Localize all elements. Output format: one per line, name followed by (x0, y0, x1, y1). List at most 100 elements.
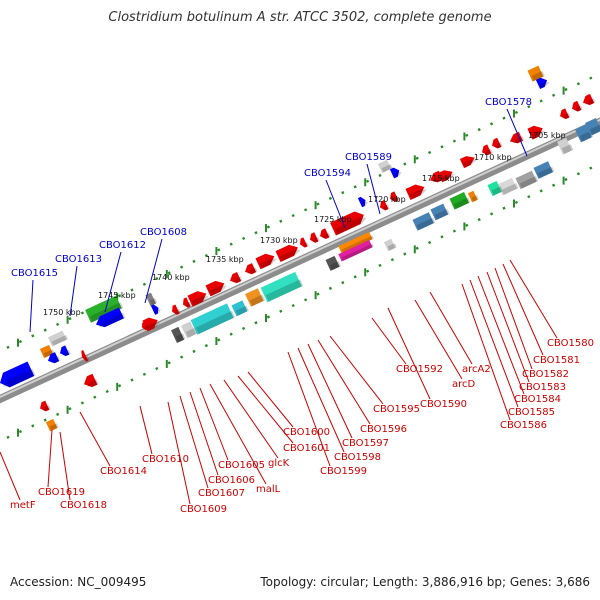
gene-label-cbo1613[interactable]: CBO1613 (55, 254, 102, 265)
forward-gene (172, 304, 181, 315)
gene-label-cbo1589[interactable]: CBO1589 (345, 152, 392, 163)
gene-feature (497, 177, 519, 196)
gene-label-cbo1586[interactable]: CBO1586 (500, 420, 547, 431)
gene-label-cbo1596[interactable]: CBO1596 (360, 424, 407, 435)
scale-label: 1710 kbp (474, 153, 512, 162)
gene-label-cbo1599[interactable]: CBO1599 (320, 466, 367, 477)
lower-label-leader (237, 375, 294, 444)
scale-label: 1730 kbp (260, 236, 298, 245)
upper-tick-row-dot (452, 139, 456, 143)
lower-tick-row-dot (589, 166, 593, 170)
gene-label-arca2[interactable]: arcA2 (462, 364, 491, 375)
forward-gene (560, 108, 571, 120)
lower-label-leader (209, 383, 267, 485)
gene-label-cbo1612[interactable]: CBO1612 (99, 240, 146, 251)
upper-tick-row-dot (304, 208, 308, 212)
lower-tick-row-dot (576, 172, 580, 176)
gene-label-cbo1578[interactable]: CBO1578 (485, 97, 532, 108)
lower-label-leader (477, 275, 525, 395)
lower-tick-row-dot (254, 321, 258, 325)
gene-label-mall[interactable]: malL (256, 484, 281, 495)
gene-label-cbo1582[interactable]: CBO1582 (522, 369, 569, 380)
upper-label-leader (29, 279, 34, 333)
gene-label-cbo1608[interactable]: CBO1608 (140, 227, 187, 238)
upper-tick-row-dot (502, 116, 506, 120)
upper-tick-row-dot (477, 128, 481, 132)
scale-label: 1725 kbp (314, 215, 352, 224)
gene-label-cbo1609[interactable]: CBO1609 (180, 504, 227, 515)
gene-label-cbo1583[interactable]: CBO1583 (519, 382, 566, 393)
upper-label-leader (69, 265, 78, 317)
gene-label-cbo1615[interactable]: CBO1615 (11, 268, 58, 279)
backbone-highlight (0, 118, 600, 399)
gene-label-cbo1580[interactable]: CBO1580 (547, 338, 594, 349)
lower-tick-row-dot (539, 189, 543, 193)
gene-label-cbo1598[interactable]: CBO1598 (334, 452, 381, 463)
gene-label-glck[interactable]: glcK (268, 458, 290, 469)
forward-gene (380, 199, 390, 211)
gene-label-cbo1584[interactable]: CBO1584 (514, 394, 561, 405)
gene-label-cbo1618[interactable]: CBO1618 (60, 500, 107, 511)
lower-label-leader (199, 387, 229, 461)
gene-label-cbo1605[interactable]: CBO1605 (218, 460, 265, 471)
upper-tick-row-dot (378, 173, 382, 178)
lower-tick-row-dot (167, 361, 171, 365)
gene-label-cbo1592[interactable]: CBO1592 (396, 364, 443, 375)
gene-label-cbo1606[interactable]: CBO1606 (208, 475, 255, 486)
forward-gene (310, 232, 320, 243)
gene-label-cbo1619[interactable]: CBO1619 (38, 487, 85, 498)
accession-label: Accession: NC_009495 (10, 575, 147, 589)
upper-tick-row-dot (254, 231, 258, 235)
gene-label-cbo1607[interactable]: CBO1607 (198, 488, 245, 499)
gene-label-cbo1601[interactable]: CBO1601 (283, 443, 330, 454)
gene-label-cbo1594[interactable]: CBO1594 (304, 168, 351, 179)
gene-label-cbo1600[interactable]: CBO1600 (283, 427, 330, 438)
scale-label: 1720 kbp (368, 195, 406, 204)
upper-tick-row-dot (142, 282, 146, 286)
lower-label-leader (139, 405, 153, 455)
lower-tick-row-dot (366, 269, 370, 273)
gene-label-cbo1610[interactable]: CBO1610 (142, 454, 189, 465)
lower-tick-row-dot (403, 252, 407, 256)
lower-label-leader (189, 391, 219, 476)
upper-tick-row-dot (229, 242, 233, 246)
upper-tick-row-dot (18, 339, 22, 344)
lower-tick-row-dot (93, 395, 97, 399)
scale-label: 1735 kbp (206, 255, 244, 264)
lower-label-leader (329, 335, 384, 405)
genome-backbone (0, 117, 600, 404)
gene-label-metf[interactable]: metF (10, 500, 36, 511)
backbone-line (0, 117, 600, 404)
gene-feature (412, 212, 436, 231)
gene-feature (181, 321, 198, 339)
lower-tick-row-dot (291, 303, 295, 308)
upper-tick-row-dot (428, 150, 432, 155)
gene-label-cbo1595[interactable]: CBO1595 (373, 404, 420, 415)
forward-gene (275, 244, 301, 263)
gene-label-arcd[interactable]: arcD (452, 379, 476, 390)
lower-tick-row-dot (390, 258, 394, 262)
lower-tick-row-dot (341, 281, 345, 285)
scale-label: 1705 kbp (528, 131, 566, 140)
lower-label-leader (47, 429, 53, 488)
gene-label-cbo1590[interactable]: CBO1590 (420, 399, 467, 410)
gene-feature (40, 400, 51, 412)
gene-label-cbo1581[interactable]: CBO1581 (533, 355, 580, 366)
lower-label-leader (223, 379, 279, 459)
lower-label-leader (247, 371, 294, 428)
forward-gene (459, 156, 478, 169)
lower-tick-row-dot (378, 263, 382, 268)
gene-label-cbo1585[interactable]: CBO1585 (508, 407, 555, 418)
gene-feature (338, 232, 374, 254)
gene-label-cbo1614[interactable]: CBO1614 (100, 466, 147, 477)
upper-gene-feature (48, 352, 61, 364)
lower-label-leader (502, 263, 544, 356)
upper-tick-row-dot (242, 236, 246, 241)
forward-gene (205, 280, 228, 297)
upper-tick-row-dot (514, 110, 518, 115)
scale-label: 1750 kbp (43, 308, 81, 317)
lower-label-leader (307, 343, 353, 439)
lower-tick-row-dot (31, 424, 35, 428)
gene-label-cbo1597[interactable]: CBO1597 (342, 438, 389, 449)
